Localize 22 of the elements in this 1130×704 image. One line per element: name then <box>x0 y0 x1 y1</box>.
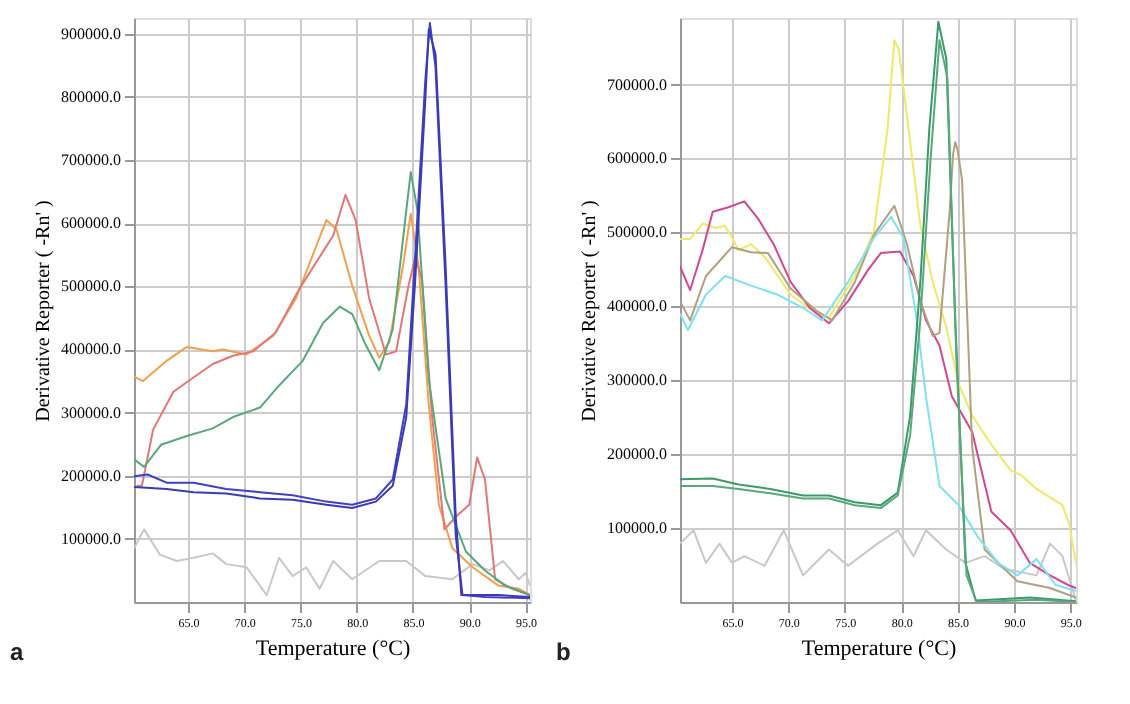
y-axis-title: Derivative Reporter ( -Rn' ) <box>33 200 55 422</box>
y-tick-label: 600000.0 <box>61 214 121 233</box>
y-tick-label: 200000.0 <box>607 445 667 464</box>
x-axis-title: Temperature (°C) <box>255 637 411 661</box>
y-tick-label: 900000.0 <box>61 24 121 43</box>
y-tick-label: 600000.0 <box>607 149 667 168</box>
y-axis-title: Derivative Reporter ( -Rn' ) <box>579 200 601 422</box>
y-tick-label: 300000.0 <box>61 403 121 422</box>
y-tick-label: 800000.0 <box>61 87 121 106</box>
y-tick-label: 700000.0 <box>607 75 667 94</box>
x-axis-title: Temperature (°C) <box>801 637 957 661</box>
y-tick-label: 500000.0 <box>607 223 667 242</box>
y-tick-label: 100000.0 <box>607 519 667 538</box>
y-tick-label: 500000.0 <box>61 277 121 296</box>
y-tick-label: 400000.0 <box>61 340 121 359</box>
text: a <box>10 638 24 666</box>
y-tick-label: 700000.0 <box>61 151 121 170</box>
text: b <box>556 638 571 666</box>
y-tick-label: 400000.0 <box>607 297 667 316</box>
y-tick-label: 200000.0 <box>61 466 121 485</box>
y-tick-label: 300000.0 <box>607 371 667 390</box>
y-tick-label: 100000.0 <box>61 529 121 548</box>
